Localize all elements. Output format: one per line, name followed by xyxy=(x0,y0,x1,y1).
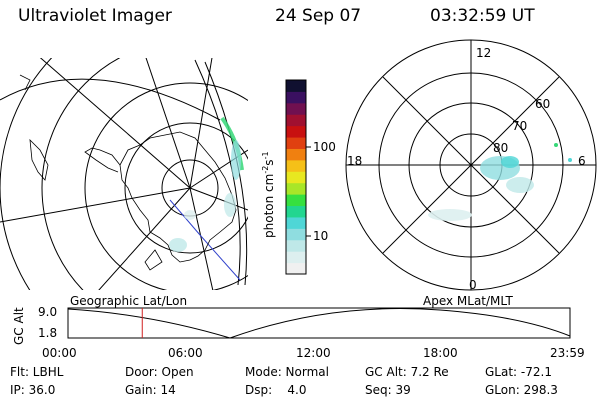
map-latitude-arc xyxy=(0,78,221,121)
color-bar-stripe xyxy=(286,102,306,115)
info-glon: GLon: 298.3 xyxy=(485,383,558,397)
color-bar-stripe xyxy=(286,171,306,184)
timeline-left-label: Geographic Lat/Lon xyxy=(70,294,188,308)
timeline-altitude-curve xyxy=(67,308,571,339)
map-aurora-faint xyxy=(184,210,196,220)
color-bar-stripe xyxy=(286,228,306,241)
color-bar-stripe xyxy=(286,91,306,104)
timeline-tick: 00:00 xyxy=(42,346,77,360)
timeline-y-top: 9.0 xyxy=(38,305,58,319)
polar-label-70: 70 xyxy=(512,119,528,133)
info-dsp: Dsp: 4.0 xyxy=(245,383,307,397)
south-america-coastline xyxy=(29,138,49,181)
info-seq: Seq: 39 xyxy=(365,383,411,397)
color-bar-frame xyxy=(285,79,307,275)
timeline-tick: 23:59 xyxy=(550,346,585,360)
color-bar-stripe xyxy=(286,205,306,218)
map-aurora-cyan xyxy=(231,140,241,180)
polar-aurora-faint xyxy=(428,209,472,221)
polar-label-6: 6 xyxy=(578,154,586,168)
timeline-tick: 06:00 xyxy=(168,346,203,360)
timeline-tick: 12:00 xyxy=(296,346,331,360)
color-bar-stripe xyxy=(286,182,306,195)
color-bar-stripe xyxy=(286,262,306,275)
color-bar-tick-10: 10 xyxy=(313,229,329,243)
polar-aurora-faint xyxy=(506,177,534,193)
island-coastline xyxy=(19,74,31,91)
map-meridian xyxy=(39,58,191,189)
timeline-right-label: Apex MLat/MLT xyxy=(423,294,513,308)
info-ip: IP: 36.0 xyxy=(10,383,56,397)
instrument-title: Ultraviolet Imager xyxy=(18,6,172,26)
map-track xyxy=(169,199,241,281)
color-bar-tick-100: 100 xyxy=(313,140,336,154)
map-meridian xyxy=(145,58,191,189)
date-label: 24 Sep 07 xyxy=(275,6,362,26)
time-label: 03:32:59 UT xyxy=(430,6,535,26)
timeline-frame xyxy=(67,307,571,339)
color-bar-stripe xyxy=(286,239,306,252)
map-terminator xyxy=(204,61,248,286)
polar-label-0: 0 xyxy=(469,278,477,292)
color-bar-stripe xyxy=(286,80,306,92)
map-meridian xyxy=(98,187,191,290)
info-door: Door: Open xyxy=(125,365,194,379)
polar-aurora-core xyxy=(501,156,519,168)
polar-aurora-spot xyxy=(568,158,572,162)
color-bar-stripe xyxy=(286,159,306,172)
color-bar-stripe xyxy=(286,137,306,149)
color-bar-stripe xyxy=(286,114,306,127)
island-coastline xyxy=(144,249,163,271)
antarctica-coastline xyxy=(119,131,237,263)
polar-aurora-spot xyxy=(554,143,558,147)
polar-axis-diagonal xyxy=(382,76,560,254)
color-bar-stripe xyxy=(286,148,306,161)
timeline-tick: 18:00 xyxy=(423,346,458,360)
peninsula-coastline xyxy=(84,147,121,173)
info-gc-alt: GC Alt: 7.2 Re xyxy=(365,365,449,379)
color-bar-stripe xyxy=(286,125,306,138)
color-bar-stripe xyxy=(286,216,306,229)
polar-label-60: 60 xyxy=(535,97,551,111)
map-aurora-faint xyxy=(224,193,236,217)
timeline-y-bottom: 1.8 xyxy=(38,326,58,340)
map-lat-circle-3 xyxy=(84,82,248,290)
polar-label-80: 80 xyxy=(493,141,509,155)
color-bar-stripe xyxy=(286,251,306,264)
polar-label-18: 18 xyxy=(347,154,363,168)
map-meridian xyxy=(189,187,214,290)
info-mode: Mode: Normal xyxy=(245,365,329,379)
map-meridian xyxy=(0,187,191,223)
map-meridian xyxy=(189,58,213,189)
info-gain: Gain: 14 xyxy=(125,383,176,397)
color-bar-stripe xyxy=(286,194,306,207)
info-filter: Flt: LBHL xyxy=(10,365,64,379)
polar-label-12: 12 xyxy=(476,46,492,60)
info-glat: GLat: -72.1 xyxy=(485,365,552,379)
map-aurora-faint xyxy=(169,238,187,252)
map-lat-circle-4 xyxy=(41,58,121,290)
map-lat-circle-2 xyxy=(124,122,248,254)
